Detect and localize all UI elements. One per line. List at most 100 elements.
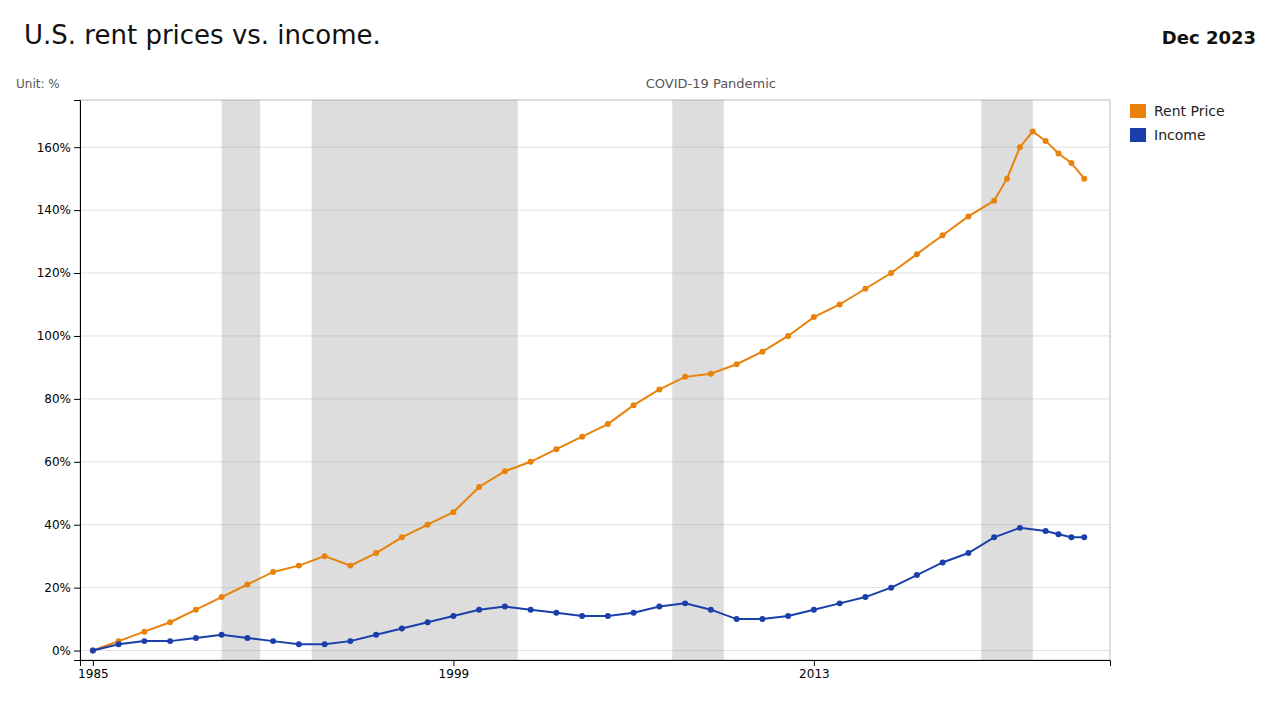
title: U.S. rent prices vs. income. bbox=[24, 20, 381, 50]
tick-mark bbox=[74, 273, 80, 274]
point-marker bbox=[116, 641, 122, 647]
shaded-band bbox=[312, 100, 518, 660]
series-line bbox=[93, 528, 1084, 651]
tick-label: 60% bbox=[44, 455, 71, 469]
legend-swatch bbox=[1130, 104, 1146, 118]
axis-title: Unit: % bbox=[16, 77, 60, 91]
tick: 120% bbox=[37, 266, 80, 280]
point-marker bbox=[1081, 176, 1087, 182]
tick-label: 0% bbox=[52, 644, 71, 658]
annotation: COVID-19 Pandemic bbox=[646, 76, 776, 91]
chart: 1985199920130%20%40%60%80%100%120%140%16… bbox=[0, 0, 1280, 720]
point-marker bbox=[1043, 528, 1049, 534]
tick-label: 1985 bbox=[78, 667, 109, 681]
tick-label: 160% bbox=[37, 141, 71, 155]
legend: Rent Price Income bbox=[1130, 103, 1225, 143]
point-marker bbox=[270, 569, 276, 575]
point-marker bbox=[862, 594, 868, 600]
point-marker bbox=[605, 613, 611, 619]
tick: 0% bbox=[52, 644, 80, 658]
tick-mark bbox=[74, 588, 80, 589]
point-marker bbox=[759, 616, 765, 622]
legend-label: Income bbox=[1154, 127, 1206, 143]
subtitle: Dec 2023 bbox=[1162, 27, 1256, 48]
point-marker bbox=[682, 374, 688, 380]
point-marker bbox=[940, 232, 946, 238]
point-marker bbox=[244, 635, 250, 641]
point-marker bbox=[785, 613, 791, 619]
plot-area bbox=[90, 100, 1087, 660]
tick-mark bbox=[74, 651, 80, 652]
series-markers bbox=[90, 525, 1087, 654]
tick-mark bbox=[74, 462, 80, 463]
tick-mark bbox=[814, 660, 815, 666]
point-marker bbox=[425, 619, 431, 625]
point-marker bbox=[373, 550, 379, 556]
point-marker bbox=[734, 616, 740, 622]
tick: 60% bbox=[44, 455, 80, 469]
tick-mark bbox=[453, 660, 454, 666]
point-marker bbox=[167, 638, 173, 644]
point-marker bbox=[811, 607, 817, 613]
point-marker bbox=[631, 402, 637, 408]
point-marker bbox=[528, 459, 534, 465]
point-marker bbox=[347, 638, 353, 644]
tick: 1999 bbox=[439, 660, 470, 681]
plot-frame bbox=[80, 100, 1110, 660]
point-marker bbox=[940, 559, 946, 565]
point-marker bbox=[785, 333, 791, 339]
point-marker bbox=[450, 509, 456, 515]
tick-label: 40% bbox=[44, 518, 71, 532]
point-marker bbox=[991, 198, 997, 204]
tick: 140% bbox=[37, 203, 80, 217]
tick-label: 100% bbox=[37, 329, 71, 343]
tick-label: 1999 bbox=[439, 667, 470, 681]
point-marker bbox=[193, 607, 199, 613]
point-marker bbox=[141, 629, 147, 635]
y-axis: 0%20%40%60%80%100%120%140%160% bbox=[37, 101, 81, 661]
point-marker bbox=[450, 613, 456, 619]
point-marker bbox=[399, 534, 405, 540]
point-marker bbox=[502, 468, 508, 474]
point-marker bbox=[1030, 128, 1036, 134]
tick-mark bbox=[93, 660, 94, 666]
tick: 160% bbox=[37, 141, 80, 155]
point-marker bbox=[914, 251, 920, 257]
point-marker bbox=[888, 585, 894, 591]
point-marker bbox=[373, 632, 379, 638]
point-marker bbox=[811, 314, 817, 320]
shaded-band bbox=[222, 100, 261, 660]
tick-mark bbox=[74, 210, 80, 211]
point-marker bbox=[888, 270, 894, 276]
legend-swatch bbox=[1130, 128, 1146, 142]
point-marker bbox=[476, 484, 482, 490]
shaded-band bbox=[981, 100, 1033, 660]
point-marker bbox=[296, 563, 302, 569]
point-marker bbox=[1056, 531, 1062, 537]
point-marker bbox=[399, 626, 405, 632]
tick-mark bbox=[74, 336, 80, 337]
point-marker bbox=[322, 553, 328, 559]
point-marker bbox=[914, 572, 920, 578]
point-marker bbox=[528, 607, 534, 613]
tick: 100% bbox=[37, 329, 80, 343]
point-marker bbox=[425, 522, 431, 528]
tick: 20% bbox=[44, 581, 80, 595]
point-marker bbox=[167, 619, 173, 625]
point-marker bbox=[631, 610, 637, 616]
point-marker bbox=[1068, 534, 1074, 540]
tick-mark bbox=[74, 525, 80, 526]
tick-mark bbox=[74, 399, 80, 400]
point-marker bbox=[1081, 534, 1087, 540]
point-marker bbox=[347, 563, 353, 569]
point-marker bbox=[605, 421, 611, 427]
tick-label: 120% bbox=[37, 266, 71, 280]
point-marker bbox=[708, 371, 714, 377]
legend-item: Income bbox=[1130, 127, 1206, 143]
legend-label: Rent Price bbox=[1154, 103, 1225, 119]
tick-mark bbox=[74, 147, 80, 148]
series-line bbox=[93, 131, 1084, 650]
point-marker bbox=[837, 302, 843, 308]
point-marker bbox=[1043, 138, 1049, 144]
point-marker bbox=[837, 600, 843, 606]
